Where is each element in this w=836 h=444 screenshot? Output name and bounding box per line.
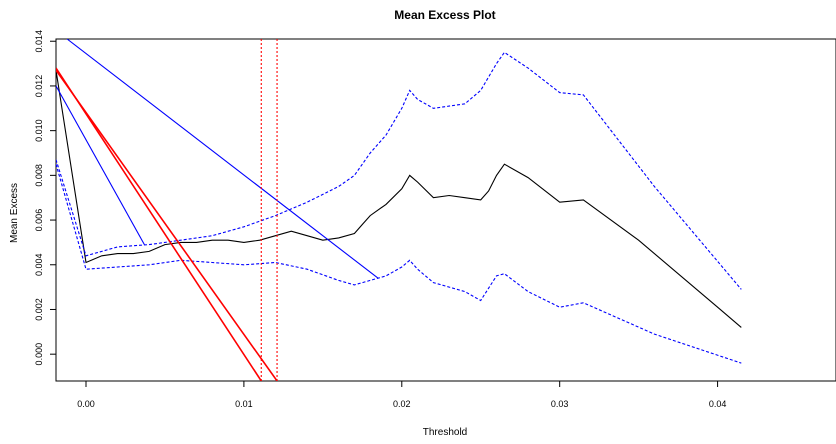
y-tick-label: 0.008: [34, 164, 44, 187]
x-tick-label: 0.02: [393, 399, 411, 409]
x-tick-label: 0.03: [551, 399, 569, 409]
x-tick-label: 0.04: [709, 399, 727, 409]
y-tick-label: 0.000: [34, 343, 44, 366]
plot-frame: [55, 38, 836, 382]
series-line-6: [56, 69, 278, 381]
y-axis: 0.000 0.002 0.004 0.006 0.008 0.010 0.012 0.014: [34, 30, 56, 365]
series-line-4: [56, 85, 145, 245]
x-tick-label: 0.01: [235, 399, 253, 409]
y-tick-label: 0.010: [34, 119, 44, 142]
x-axis-label: Threshold: [423, 427, 467, 438]
y-tick-label: 0.012: [34, 75, 44, 98]
x-axis: 0.00 0.01 0.02 0.03 0.04: [77, 381, 726, 409]
y-tick-label: 0.002: [34, 298, 44, 321]
y-tick-label: 0.006: [34, 209, 44, 232]
series-line-3: [66, 39, 379, 279]
series-line-5: [56, 67, 262, 381]
y-axis-label: Mean Excess: [9, 183, 20, 243]
chart-title: Mean Excess Plot: [394, 8, 495, 22]
x-tick-label: 0.00: [77, 399, 95, 409]
y-tick-label: 0.004: [34, 253, 44, 276]
series-line-0: [56, 70, 742, 328]
series-line-1: [56, 51, 742, 290]
series-line-2: [56, 164, 742, 364]
plot-area: [56, 39, 742, 381]
y-tick-label: 0.014: [34, 30, 44, 53]
